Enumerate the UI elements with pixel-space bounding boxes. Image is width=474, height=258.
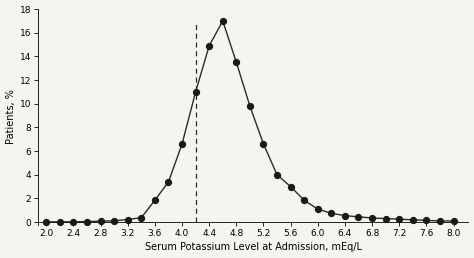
Point bbox=[97, 219, 104, 223]
Point bbox=[328, 211, 335, 215]
Point bbox=[205, 44, 213, 48]
Point bbox=[164, 180, 172, 184]
Point bbox=[246, 104, 254, 108]
Point bbox=[178, 142, 186, 146]
Point bbox=[110, 219, 118, 223]
Point bbox=[260, 142, 267, 146]
Point bbox=[341, 214, 349, 218]
Point bbox=[151, 198, 159, 202]
Point bbox=[409, 218, 417, 222]
Point bbox=[436, 219, 444, 223]
Point bbox=[287, 184, 294, 189]
Point bbox=[192, 90, 200, 94]
Y-axis label: Patients, %: Patients, % bbox=[6, 89, 16, 144]
Point bbox=[137, 216, 145, 220]
Point bbox=[382, 216, 390, 221]
Point bbox=[70, 220, 77, 224]
Point bbox=[368, 216, 376, 220]
Point bbox=[56, 220, 64, 224]
Point bbox=[301, 198, 308, 202]
Point bbox=[355, 215, 362, 219]
Point bbox=[43, 220, 50, 224]
Point bbox=[395, 217, 403, 221]
Point bbox=[314, 207, 321, 211]
Point bbox=[83, 220, 91, 224]
Point bbox=[423, 218, 430, 222]
Point bbox=[124, 217, 132, 222]
Point bbox=[450, 219, 457, 223]
X-axis label: Serum Potassium Level at Admission, mEq/L: Serum Potassium Level at Admission, mEq/… bbox=[145, 242, 362, 252]
Point bbox=[233, 60, 240, 64]
Point bbox=[273, 173, 281, 177]
Point bbox=[219, 19, 227, 23]
